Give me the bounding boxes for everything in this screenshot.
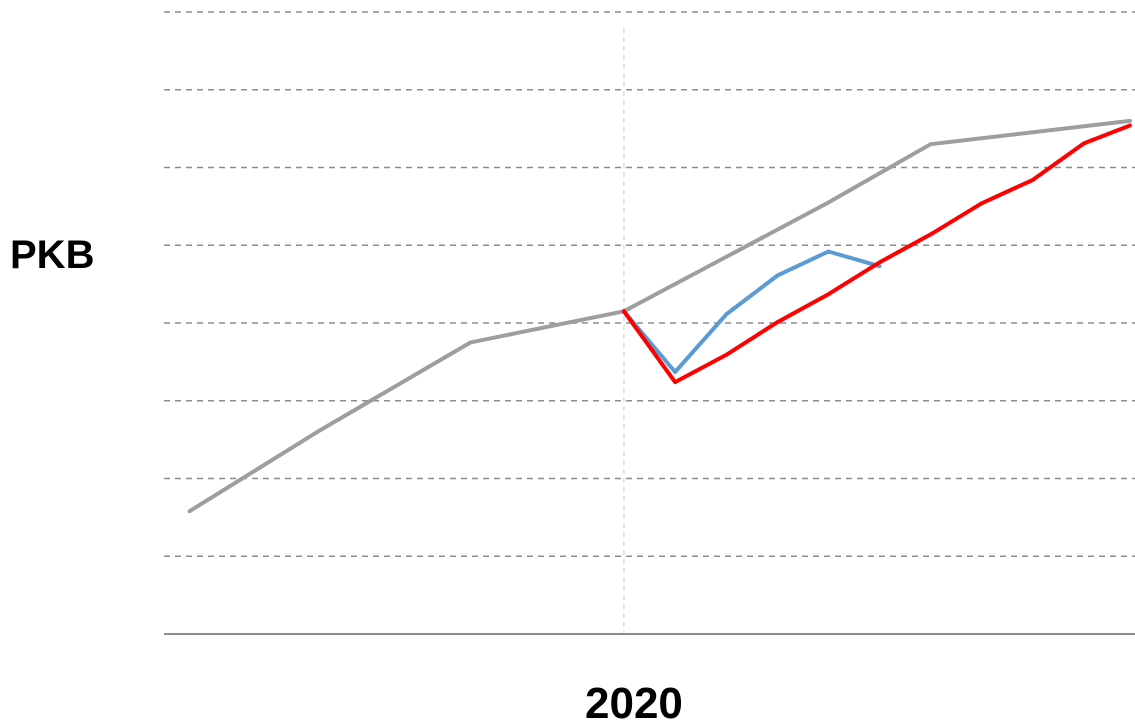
x-tick-label-2020: 2020 bbox=[585, 679, 683, 728]
series-line-2 bbox=[621, 249, 882, 374]
series-layer bbox=[187, 118, 1132, 514]
gridlines bbox=[164, 11, 1135, 557]
series-line-1 bbox=[187, 118, 1132, 514]
series-line-3 bbox=[621, 123, 1132, 385]
y-axis-label: PKB bbox=[10, 233, 94, 277]
x-tick-labels: 2020 bbox=[585, 679, 683, 728]
